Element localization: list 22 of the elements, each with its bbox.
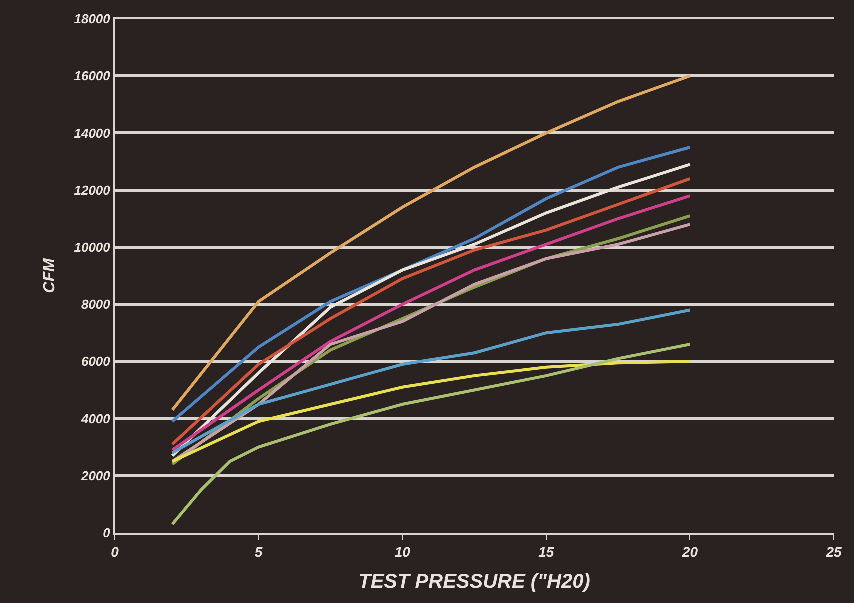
x-axis-title: TEST PRESSURE ("H20) bbox=[358, 570, 591, 593]
y-tick-label: 6000 bbox=[81, 354, 112, 370]
y-tick-label: 2000 bbox=[80, 468, 112, 484]
x-tick-label: 20 bbox=[681, 544, 698, 560]
x-tick-label: 5 bbox=[254, 544, 263, 560]
y-tick-label: 18000 bbox=[74, 12, 112, 27]
line-series bbox=[171, 308, 692, 455]
y-tick-label: 4000 bbox=[80, 411, 112, 426]
y-tick-label: 12000 bbox=[74, 182, 112, 198]
y-tick-label: 14000 bbox=[74, 126, 112, 141]
line-series bbox=[171, 343, 692, 526]
y-tick-label: 8000 bbox=[81, 297, 112, 312]
y-axis-title: CFM bbox=[42, 258, 59, 294]
x-tick-label: 25 bbox=[825, 544, 842, 560]
x-tick-label: 15 bbox=[538, 544, 554, 560]
line-series bbox=[171, 146, 692, 424]
y-tick-label: 16000 bbox=[74, 68, 112, 84]
line-series bbox=[171, 360, 692, 464]
y-tick-label: 0 bbox=[103, 526, 112, 541]
x-tick-label: 10 bbox=[394, 544, 411, 560]
y-tick-label: 10000 bbox=[74, 240, 112, 255]
line-series bbox=[171, 74, 692, 412]
